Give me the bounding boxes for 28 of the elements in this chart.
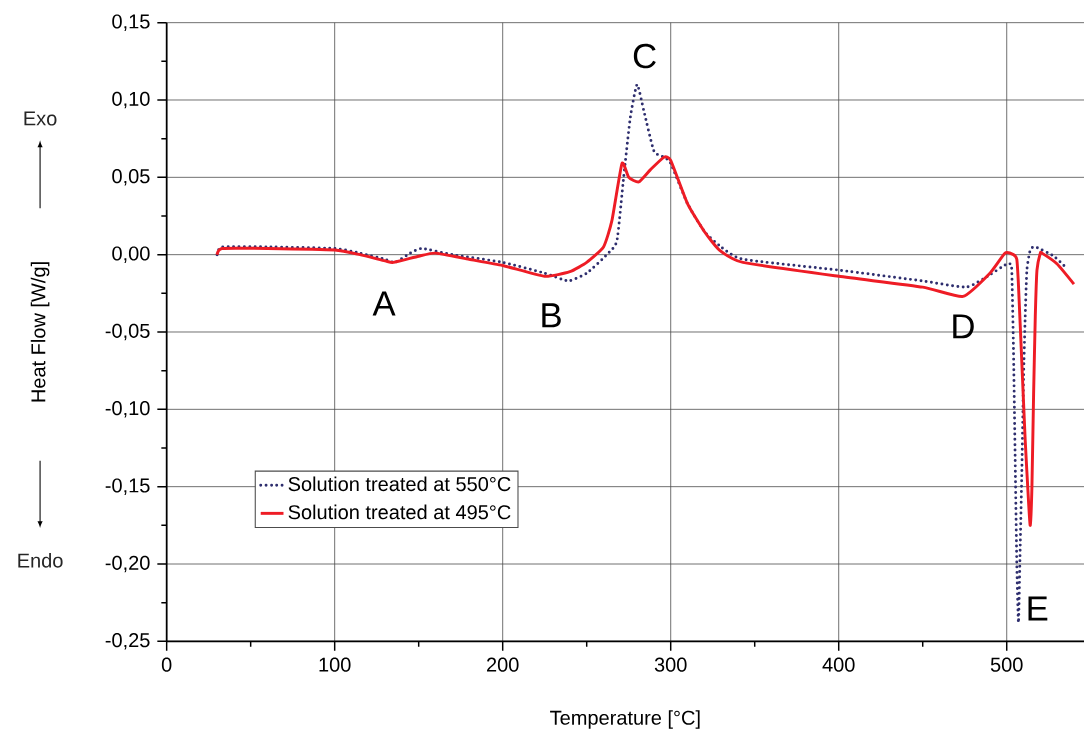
x-tick-label: 400: [822, 657, 855, 672]
line-series: [215, 83, 1067, 625]
annotation: E: [1028, 596, 1048, 621]
y-tick-label: 0,15: [112, 14, 150, 31]
y-tick-label: -0,25: [105, 633, 150, 650]
annotation: A: [372, 291, 396, 316]
y-tick-label: 0,00: [112, 246, 150, 263]
x-axis-title: Temperature [°C]: [550, 710, 700, 729]
legend-label: Solution treated at 550°C: [288, 476, 511, 492]
x-tick-label: 0: [161, 657, 172, 672]
y-tick-label: -0,05: [105, 323, 150, 341]
legend-label: Solution treated at 495°C: [288, 504, 511, 520]
x-tick-label: 500: [990, 657, 1023, 672]
text: Exo: [24, 111, 57, 126]
y-tick-label: -0,20: [105, 555, 150, 573]
annotation: C: [633, 43, 656, 69]
y-tick-label: -0,10: [105, 401, 150, 418]
annotation: B: [542, 303, 561, 328]
y-tick-label: 0,05: [112, 169, 150, 186]
x-tick-label: 200: [487, 657, 519, 672]
x-tick-label: 300: [654, 657, 687, 672]
y-tick-label: 0,10: [112, 91, 150, 109]
y-axis-title: Heat Flow [W/g]: [30, 262, 50, 402]
text: Endo: [18, 552, 63, 568]
line-series: [215, 155, 1076, 527]
x-tick-label: 100: [319, 657, 351, 672]
y-tick-label: -0,15: [105, 478, 150, 495]
annotation: D: [953, 314, 974, 339]
